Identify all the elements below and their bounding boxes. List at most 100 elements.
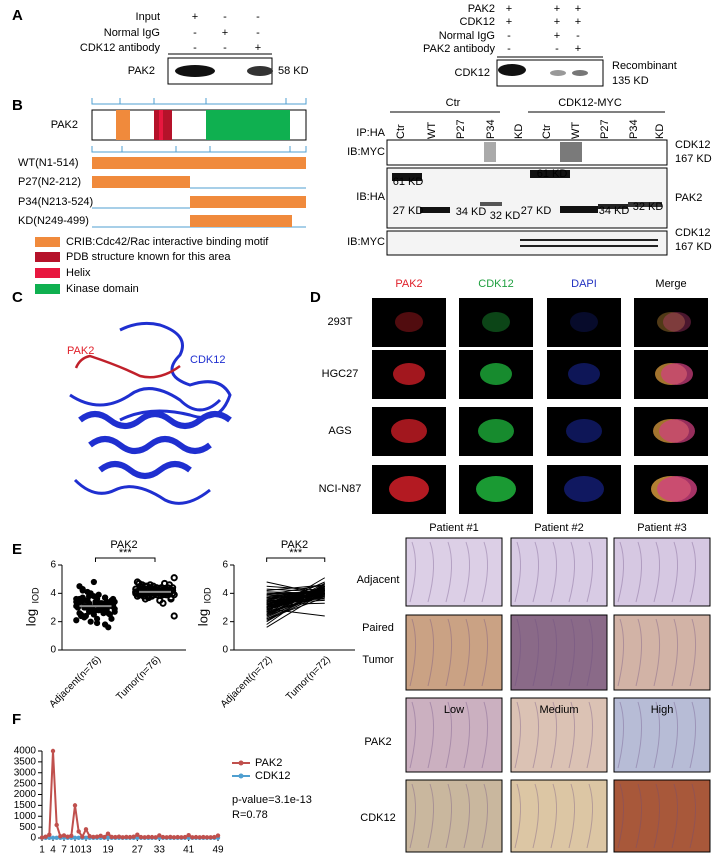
condition-label: Input [136,11,160,23]
band-label: 61 KD [393,176,424,188]
x-tick-label: 49 [212,845,224,856]
tissue-texture [445,541,452,603]
ruler [91,98,307,153]
micrograph [547,407,621,456]
y-tick-label: 0 [30,833,36,844]
tissue-texture [568,541,575,603]
tissue-texture [445,701,453,769]
tissue-texture [689,783,697,849]
point [168,834,173,840]
cell-signal [568,363,600,385]
protein-label: PAK2 [51,119,78,131]
cell-signal [659,419,695,443]
cell-signal [663,312,691,332]
construct-label: P27(N2-212) [18,176,81,188]
point [58,834,63,839]
tissue-texture [671,701,679,769]
band [484,142,496,162]
construct-label: KD(N249-499) [18,215,89,227]
point [165,581,173,589]
tissue-texture [427,541,434,603]
tissue-texture [427,618,435,687]
band [420,207,450,213]
condition-label: CDK12 [460,16,495,28]
point [72,835,78,840]
ihc-image [405,697,503,773]
ihc-image [510,779,608,853]
lane-label: P34 [628,119,640,139]
band [560,142,582,162]
point [138,581,146,589]
group-label: Ctr [446,97,461,109]
level-label: High [651,704,674,716]
channel-label: CDK12 [478,278,513,290]
tissue-texture [671,541,678,603]
point [105,835,111,840]
ihc-image [405,537,503,607]
tissue-texture [463,783,471,849]
pair-line [266,590,325,611]
panel-label: E [12,541,22,558]
condition-mark: - [507,30,511,42]
pair-line [266,591,325,620]
tissue-texture [514,701,522,769]
tissue-texture [635,783,643,849]
tissue-texture [463,541,470,603]
construct-bar [190,215,292,227]
legend-swatch [35,268,60,278]
cell-signal [564,476,604,502]
tissue-texture [481,701,489,769]
point [204,835,210,840]
tissue-texture [463,618,471,687]
tissue-texture [514,783,522,849]
point [50,835,56,840]
group-label: CDK12-MYC [558,97,622,109]
point [61,833,67,838]
size-label: PAK2 [675,192,702,204]
y-tick-label: 0 [222,645,228,656]
x-tick-label: 10 [69,845,81,856]
significance: *** [289,547,303,559]
condition-mark: - [576,30,580,42]
pair-line [266,588,325,608]
legend-marker [238,773,244,779]
legend-swatch [35,237,60,247]
construct-label: P34(N213-524) [18,196,93,208]
tissue-texture [463,701,471,769]
blot [386,139,668,166]
y-tick-label: 500 [19,822,36,833]
level-label: Medium [539,704,578,716]
panel-label: D [310,289,321,306]
y-tick-label: 6 [50,560,56,571]
condition-label: Normal IgG [104,27,160,39]
protein-structure [69,321,232,505]
lane-label: Ctr [395,124,407,139]
row-label: IB:HA [356,191,385,203]
row-label: CDK12 [360,812,395,824]
cell-signal [389,476,429,502]
x-tick-label: 7 [61,845,67,856]
construct-bar [92,176,190,188]
ihc-image [613,697,711,773]
point [39,835,45,840]
tissue-texture [635,618,643,687]
y-tick-label: 3000 [14,767,37,778]
tissue-texture [568,701,576,769]
panel-label: C [12,289,23,306]
tissue-texture [409,701,417,769]
lane-label: P27 [599,119,611,139]
point [138,834,144,840]
point [190,835,195,840]
condition-mark: + [575,43,581,55]
condition-mark: + [554,16,560,28]
point [212,834,217,840]
point [109,834,114,840]
band-label: 27 KD [393,205,424,217]
band [628,202,662,207]
ihc-grid [405,537,711,853]
tissue-texture [514,541,521,603]
patient-label: Patient #2 [534,522,584,534]
y-tick-label: 1000 [14,811,37,822]
lane-label: KD [654,124,666,139]
micrograph [547,350,621,399]
